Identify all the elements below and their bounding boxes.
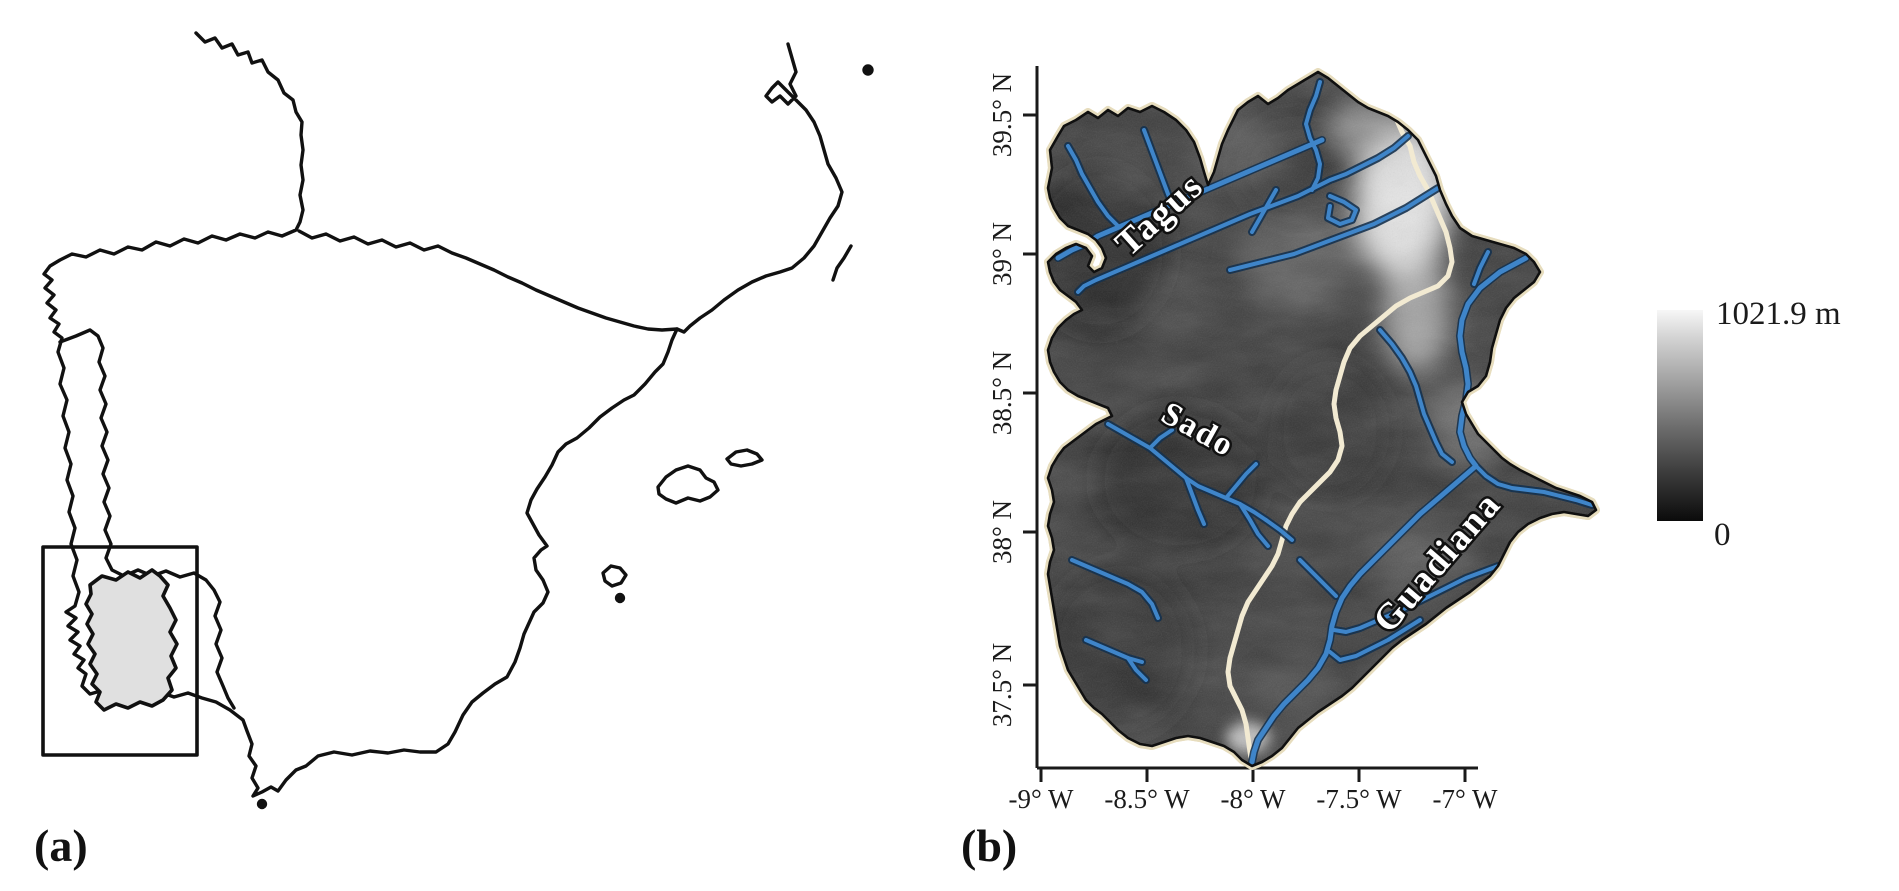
x-tick-label-2: -8.5° W bbox=[1104, 784, 1190, 814]
menorca-island bbox=[725, 448, 764, 468]
portugal-spain-border-path bbox=[58, 328, 236, 710]
ibiza-island bbox=[601, 564, 628, 588]
y-tick-label-2: 39° N bbox=[987, 222, 1017, 286]
marseille-dot bbox=[862, 64, 874, 76]
y-tick-label-4: 38° N bbox=[987, 500, 1017, 564]
gibraltar-dot bbox=[256, 798, 268, 810]
panel-b-label: (b) bbox=[961, 820, 1017, 871]
colorbar-min-label: 0 bbox=[1714, 517, 1731, 553]
tagus-main-river bbox=[1055, 137, 1325, 261]
basin-outline-stroke bbox=[1046, 70, 1598, 768]
guadiana-main-river bbox=[1249, 255, 1529, 765]
formentera-island bbox=[614, 592, 626, 604]
study-area-polygon bbox=[84, 568, 179, 712]
y-tick-label-1: 39.5° N bbox=[987, 73, 1017, 157]
pyrenees-border-path bbox=[297, 229, 679, 332]
x-tick-label-1: -9° W bbox=[1008, 784, 1074, 814]
x-tick-label-4: -7.5° W bbox=[1316, 784, 1402, 814]
x-tick-label-3: -8° W bbox=[1220, 784, 1286, 814]
mallorca-island bbox=[656, 464, 720, 505]
watershed-divide-line bbox=[1225, 115, 1455, 766]
y-tick-label-3: 38.5° N bbox=[987, 351, 1017, 435]
river-core-group bbox=[1055, 80, 1594, 765]
panel-a-label: (a) bbox=[34, 820, 88, 871]
panel-b-map: 39.5° N 39° N 38.5° N 38° N 37.5° N -9° … bbox=[987, 66, 1841, 814]
dem-terrain bbox=[1048, 72, 1596, 766]
inset-rectangle bbox=[41, 545, 199, 757]
x-tick-label-5: -7° W bbox=[1432, 784, 1498, 814]
languedoc-coast-fragment-path bbox=[831, 244, 853, 282]
panel-a-map bbox=[41, 31, 874, 810]
colorbar-gradient-bar bbox=[1657, 310, 1703, 521]
y-tick-label-5: 37.5° N bbox=[987, 643, 1017, 727]
colorbar-max-label: 1021.9 m bbox=[1716, 296, 1841, 332]
atlantic-france-coastline-path bbox=[42, 31, 844, 798]
